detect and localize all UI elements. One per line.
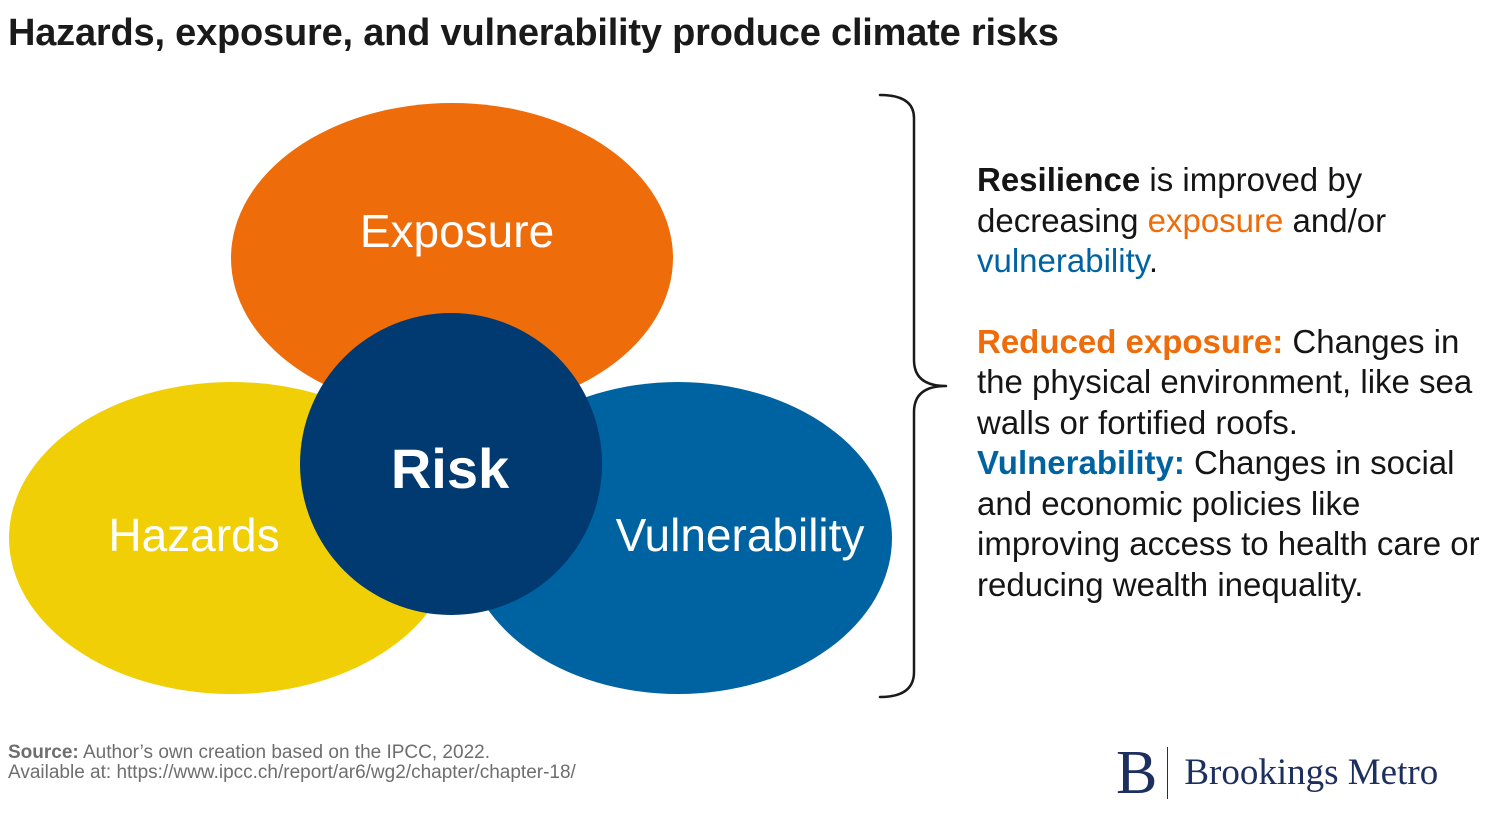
resilience-period: . [1148, 242, 1158, 279]
reduced-exposure-paragraph: Reduced exposure: Changes in the physica… [977, 322, 1492, 444]
vulnerability-label: Vulnerability [616, 509, 865, 561]
exposure-label: Exposure [360, 205, 554, 257]
source-label: Source: [8, 742, 79, 763]
resilience-paragraph: Resilience is improved by decreasing exp… [977, 160, 1492, 282]
resilience-text-1: is improved by decreasing [977, 161, 1363, 239]
reduced-exposure-label: Reduced exposure: [977, 322, 1284, 360]
resilience-term: Resilience [977, 161, 1141, 198]
hazards-label: Hazards [108, 509, 279, 561]
risk-label: Risk [391, 437, 510, 500]
exposure-circle [231, 103, 673, 413]
source-text: Author’s own creation based on the IPCC,… [78, 742, 490, 763]
brand-mark: B [1116, 739, 1158, 807]
brand-name: Brookings Metro [1184, 752, 1439, 793]
source-line-1: Source: Author’s own creation based on t… [8, 743, 576, 763]
right-curly-brace [878, 93, 948, 699]
reduced-exposure-text: Changes in the physical environment, lik… [977, 322, 1473, 441]
resilience-text-2: and/or [1283, 201, 1387, 239]
risk-venn-diagram: Exposure Hazards Vulnerability Risk [9, 93, 948, 699]
source-line-2: Available at: https://www.ipcc.ch/report… [8, 762, 576, 783]
risk-circle [300, 313, 602, 615]
vulnerability-paragraph: Vulnerability: Changes in social and eco… [977, 443, 1492, 605]
chart-title: Hazards, exposure, and vulnerability pro… [8, 12, 1059, 54]
brookings-metro-logo: B Brookings Metro [1116, 742, 1438, 804]
brand-divider [1167, 747, 1169, 799]
vulnerability-word: vulnerability [977, 242, 1149, 279]
exposure-word: exposure [1147, 201, 1284, 239]
vulnerability-text: Changes in social and economic policies … [977, 444, 1480, 603]
vulnerability-label-text: Vulnerability: [977, 444, 1185, 481]
resilience-explanation: Resilience is improved by decreasing exp… [977, 160, 1492, 605]
source-note: Source: Author’s own creation based on t… [8, 743, 576, 783]
